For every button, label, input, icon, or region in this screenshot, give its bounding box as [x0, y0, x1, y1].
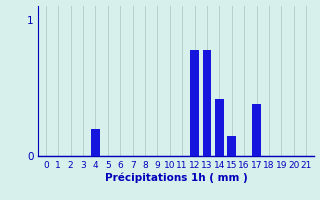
Bar	[228, 136, 236, 156]
Bar	[190, 50, 199, 156]
Bar	[215, 99, 224, 156]
X-axis label: Précipitations 1h ( mm ): Précipitations 1h ( mm )	[105, 173, 247, 183]
Bar	[252, 104, 261, 156]
Bar	[203, 50, 211, 156]
Bar	[91, 129, 100, 156]
